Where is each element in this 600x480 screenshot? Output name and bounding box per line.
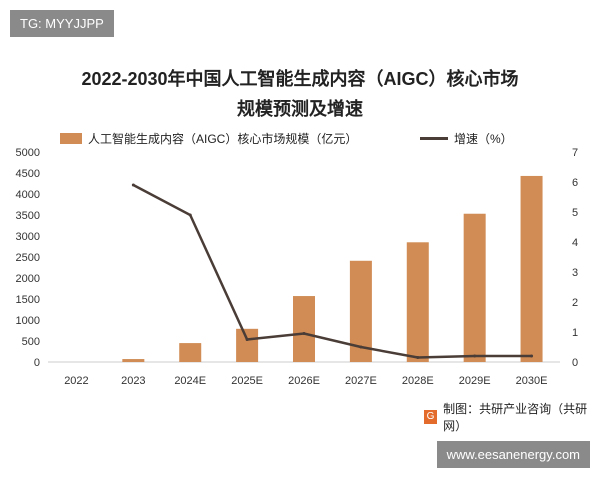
x-tick-label: 2022: [64, 375, 88, 387]
legend-line-swatch: [420, 137, 448, 140]
y-left-tick-label: 0: [34, 357, 40, 369]
y-left-tick-label: 3500: [16, 210, 40, 222]
x-tick-label: 2023: [121, 375, 145, 387]
growth-point: [131, 183, 135, 187]
growth-point: [530, 354, 534, 358]
bar: [406, 242, 429, 362]
chart-plot: 0 500 1000 1500 2000 2500 3000 3500 4000 4500 5000…: [16, 147, 579, 387]
y-right-tick-label: 4: [572, 237, 578, 249]
y-left-tick-label: 500: [22, 336, 40, 348]
growth-point: [416, 356, 420, 359]
y-left-tick-label: 3000: [16, 231, 40, 243]
growth-line: [132, 183, 532, 359]
bar: [179, 343, 202, 362]
watermark-tag: TG: MYYJJPP: [10, 10, 114, 37]
y-right-tick-label: 1: [572, 327, 578, 339]
y-right-tick-label: 2: [572, 297, 578, 309]
site-badge: www.eesanenergy.com: [436, 441, 590, 468]
x-tick-label: 2025E: [231, 375, 263, 387]
y-left-tick-label: 4000: [16, 189, 40, 201]
source-label: 制图：共研产业咨询（共研网）: [443, 402, 588, 433]
legend-bar-swatch: [60, 133, 82, 144]
bar-series: [122, 175, 543, 362]
x-tick-label: 2024E: [174, 375, 206, 387]
line-series: [131, 183, 534, 359]
bar: [236, 328, 259, 362]
legend-item-line: 增速（%）: [420, 130, 513, 147]
y-left-tick-label: 1500: [16, 294, 40, 306]
y-right-tick-label: 0: [572, 357, 578, 369]
bar: [463, 213, 486, 362]
y-left-tick-label: 5000: [16, 147, 40, 159]
chart-title: 2022-2030年中国人工智能生成内容（AIGC）核心市场 规模预测及增速: [0, 64, 600, 124]
chart-title-line2: 规模预测及增速: [237, 99, 363, 119]
growth-point: [473, 354, 477, 358]
legend-line-label: 增速（%）: [454, 132, 513, 146]
growth-point: [188, 213, 192, 217]
growth-point: [245, 338, 249, 341]
x-tick-label: 2027E: [345, 375, 377, 387]
y-right-tick-label: 5: [572, 207, 578, 219]
y-left-tick-label: 4500: [16, 168, 40, 180]
x-tick-label: 2029E: [459, 375, 491, 387]
x-tick-label: 2026E: [288, 375, 320, 387]
y-left-tick-label: 1000: [16, 315, 40, 327]
tick-labels: 0 500 1000 1500 2000 2500 3000 3500 4000 4500 5000…: [16, 147, 579, 387]
y-right-tick-label: 7: [572, 147, 578, 159]
y-left-tick-label: 2000: [16, 273, 40, 285]
growth-point: [302, 332, 306, 335]
bar: [293, 296, 315, 362]
x-tick-label: 2030E: [516, 375, 548, 387]
legend-bar-label: 人工智能生成内容（AIGC）核心市场规模（亿元）: [88, 132, 358, 146]
x-tick-label: 2028E: [402, 375, 434, 387]
source-logo-icon: G: [424, 410, 438, 424]
legend-item-bar: 人工智能生成内容（AIGC）核心市场规模（亿元）: [60, 130, 357, 147]
chart-title-line1: 2022-2030年中国人工智能生成内容（AIGC）核心市场: [81, 69, 519, 89]
bar: [122, 359, 145, 362]
bar: [520, 175, 543, 362]
y-left-tick-label: 2500: [16, 252, 40, 264]
growth-point: [359, 345, 363, 349]
bar: [349, 260, 372, 362]
y-right-tick-label: 3: [572, 267, 578, 279]
chart-legend: 人工智能生成内容（AIGC）核心市场规模（亿元） 增速（%）: [0, 130, 600, 150]
source-note: G 制图：共研产业咨询（共研网）: [424, 400, 600, 434]
y-right-tick-label: 6: [572, 177, 578, 189]
